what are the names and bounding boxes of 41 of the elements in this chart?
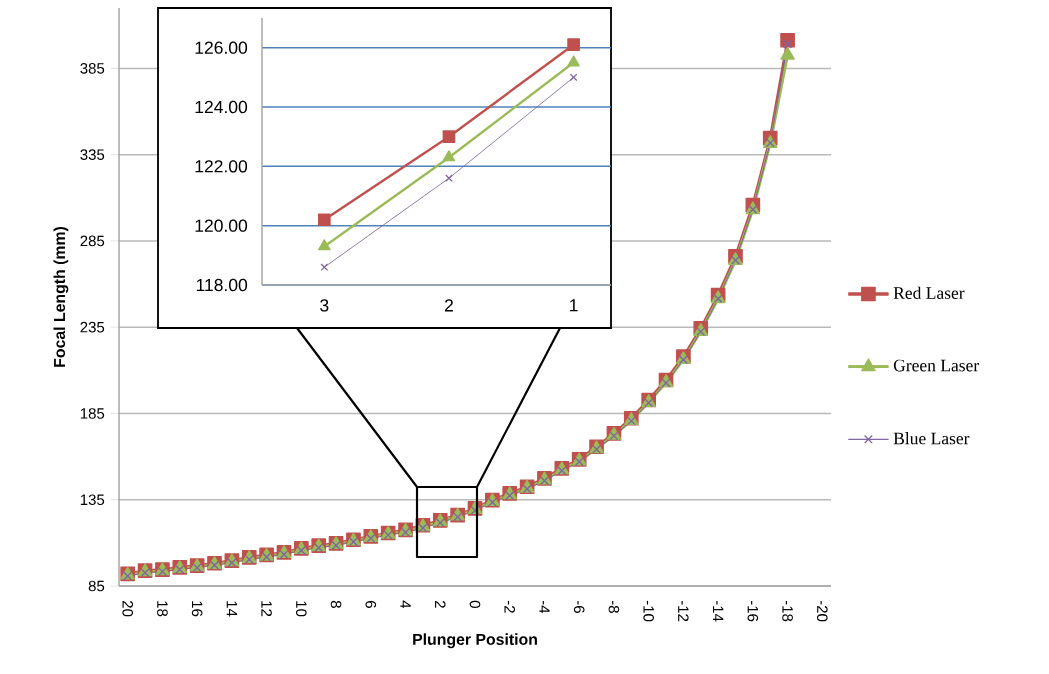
x-axis-title: Plunger Position	[413, 633, 537, 649]
x-tick-label: -8	[608, 600, 620, 613]
y-tick-label: 285	[80, 235, 105, 247]
legend-label: Red Laser	[893, 286, 965, 299]
x-tick-label: 18	[157, 601, 168, 617]
y-tick-label: 124.00	[195, 100, 248, 114]
x-tick-label: 16	[191, 601, 203, 617]
y-tick-label: 135	[80, 494, 105, 506]
y-axis-title: Focal Length (mm)	[53, 226, 69, 367]
x-tick-label: -6	[573, 600, 585, 613]
x-tick-label: 3	[320, 299, 329, 312]
y-tick-label: 126.00	[195, 41, 248, 54]
x-tick-label: 6	[365, 600, 377, 608]
y-tick-label: 120.00	[195, 219, 248, 232]
x-tick-label: 1	[570, 299, 578, 312]
x-tick-label: -12	[678, 600, 689, 622]
x-tick-label: 10	[296, 601, 307, 617]
x-tick-label: 8	[330, 600, 342, 608]
y-tick-label: 118.00	[196, 278, 248, 292]
x-tick-label: 4	[400, 600, 411, 609]
x-tick-label: 0	[469, 600, 481, 608]
x-tick-label: 2	[444, 299, 453, 312]
legend-label: Blue Laser	[893, 432, 970, 445]
y-tick-label: 185	[80, 408, 105, 419]
x-tick-label: -16	[747, 600, 759, 622]
x-tick-label: -4	[539, 600, 550, 614]
x-tick-label: -18	[782, 600, 793, 622]
y-tick-label: 385	[80, 63, 105, 74]
x-tick-label: -20	[816, 600, 828, 622]
x-tick-label: -14	[712, 600, 724, 622]
legend-label: Green Laser	[893, 359, 980, 372]
x-tick-label: -10	[643, 600, 654, 622]
y-tick-label: 335	[80, 149, 105, 160]
x-tick-label: 2	[435, 600, 446, 608]
x-tick-label: 20	[122, 600, 134, 617]
x-tick-label: -2	[504, 600, 515, 613]
y-tick-label: 122.00	[195, 160, 248, 173]
x-tick-label: 12	[261, 601, 272, 617]
y-tick-label: 85	[88, 580, 105, 592]
x-tick-label: 14	[226, 601, 238, 617]
y-tick-label: 235	[80, 321, 105, 333]
